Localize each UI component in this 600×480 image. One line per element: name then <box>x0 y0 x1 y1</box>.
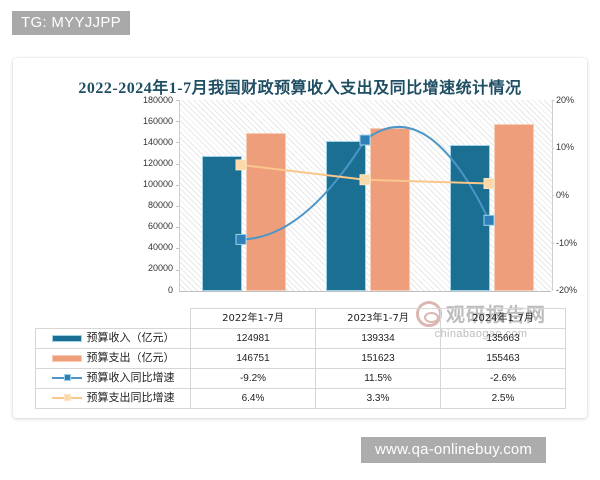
y-tick-left: 60000 <box>147 221 173 231</box>
bar-income-2024 <box>450 145 490 291</box>
plot-area <box>179 100 553 291</box>
table-row: 预算支出同比增速 6.4% 3.3% 2.5% <box>35 388 566 409</box>
marker-expense-2024 <box>483 178 495 189</box>
table-header-row: 2022年1-7月 2023年1-7月 2024年1-7月 <box>36 308 566 329</box>
y-tick-right: 20% <box>556 95 575 105</box>
cell-expense-growth-2023: 3.3% <box>315 388 441 409</box>
legend-row-income-bar: 预算收入（亿元） <box>35 328 191 349</box>
marker-income-2022 <box>235 233 247 245</box>
marker-income-2024 <box>483 214 495 226</box>
y-tick-left: 100000 <box>142 179 173 189</box>
plot-wrapper: 180000 160000 140000 120000 100000 80000… <box>13 96 587 310</box>
chart-card: 2022-2024年1-7月我国财政预算收入支出及同比增速统计情况 180000… <box>13 58 587 418</box>
y-tick-right: 10% <box>556 142 575 152</box>
y-tick-right: 0% <box>556 190 570 200</box>
table-row: 预算支出（亿元） 146751 151623 155463 <box>35 348 566 369</box>
bar-income-2023 <box>326 141 366 291</box>
column-header-2022: 2022年1-7月 <box>190 308 316 329</box>
cell-income-growth-2024: -2.6% <box>440 368 566 389</box>
y-tick-right: -10% <box>556 238 578 248</box>
url-tag: www.qa-onlinebuy.com <box>361 437 547 464</box>
marker-expense-2022 <box>235 159 247 171</box>
bar-expense-2022 <box>246 133 286 291</box>
cell-expense-growth-2024: 2.5% <box>440 388 566 409</box>
legend-label-expense-line: 预算支出同比增速 <box>86 391 175 405</box>
x-axis-line <box>179 291 551 292</box>
cell-income-growth-2022: -9.2% <box>190 368 316 389</box>
bar-expense-2024 <box>494 124 534 291</box>
y-tick-left: 180000 <box>142 95 173 105</box>
table-row: 预算收入（亿元） 124981 139334 135663 <box>35 328 566 349</box>
legend-row-expense-line: 预算支出同比增速 <box>35 388 191 409</box>
y-tick-left: 120000 <box>142 158 173 168</box>
y-axis-left: 180000 160000 140000 120000 100000 80000… <box>105 96 177 295</box>
y-tick-left: 140000 <box>142 137 173 147</box>
y-tick-left: 0 <box>167 285 173 295</box>
legend-label-income-bar: 预算收入（亿元） <box>86 331 175 345</box>
y-tick-right: -20% <box>556 285 578 295</box>
legend-label-expense-bar: 预算支出（亿元） <box>86 351 175 365</box>
legend-swatch-expense-line <box>51 392 82 404</box>
data-table: 2022年1-7月 2023年1-7月 2024年1-7月 预算收入（亿元） 1… <box>35 308 566 409</box>
chart-title: 2022-2024年1-7月我国财政预算收入支出及同比增速统计情况 <box>78 80 522 97</box>
legend-swatch-income-bar <box>51 334 82 342</box>
cell-income-2024: 135663 <box>440 328 566 349</box>
tg-tag: TG: MYYJJPP <box>12 11 130 36</box>
legend-label-income-line: 预算收入同比增速 <box>86 371 175 385</box>
marker-expense-2023 <box>359 174 371 186</box>
column-header-2024: 2024年1-7月 <box>440 308 566 329</box>
column-header-2023: 2023年1-7月 <box>315 308 441 329</box>
table-corner-cell <box>36 309 191 329</box>
legend-swatch-expense-bar <box>51 354 82 362</box>
table-row: 预算收入同比增速 -9.2% 11.5% -2.6% <box>35 368 566 389</box>
cell-expense-2024: 155463 <box>440 348 566 369</box>
line-series-layer <box>235 125 495 245</box>
y-tick-left: 20000 <box>147 263 173 273</box>
cell-income-2023: 139334 <box>315 328 441 349</box>
cell-income-growth-2023: 11.5% <box>315 368 441 389</box>
legend-swatch-income-line <box>51 372 82 384</box>
legend-row-income-line: 预算收入同比增速 <box>35 368 191 389</box>
marker-income-2023 <box>359 134 371 146</box>
bar-income-2022 <box>202 156 242 291</box>
cell-expense-growth-2022: 6.4% <box>190 388 316 409</box>
legend-row-expense-bar: 预算支出（亿元） <box>35 348 191 369</box>
y-tick-left: 40000 <box>147 242 173 252</box>
y-axis-right: 20% 10% 0% -10% -20% <box>551 96 595 295</box>
cell-income-2022: 124981 <box>190 328 316 349</box>
y-tick-left: 160000 <box>142 116 173 126</box>
y-tick-left: 80000 <box>147 200 173 210</box>
cell-expense-2022: 146751 <box>190 348 316 369</box>
cell-expense-2023: 151623 <box>315 348 441 369</box>
